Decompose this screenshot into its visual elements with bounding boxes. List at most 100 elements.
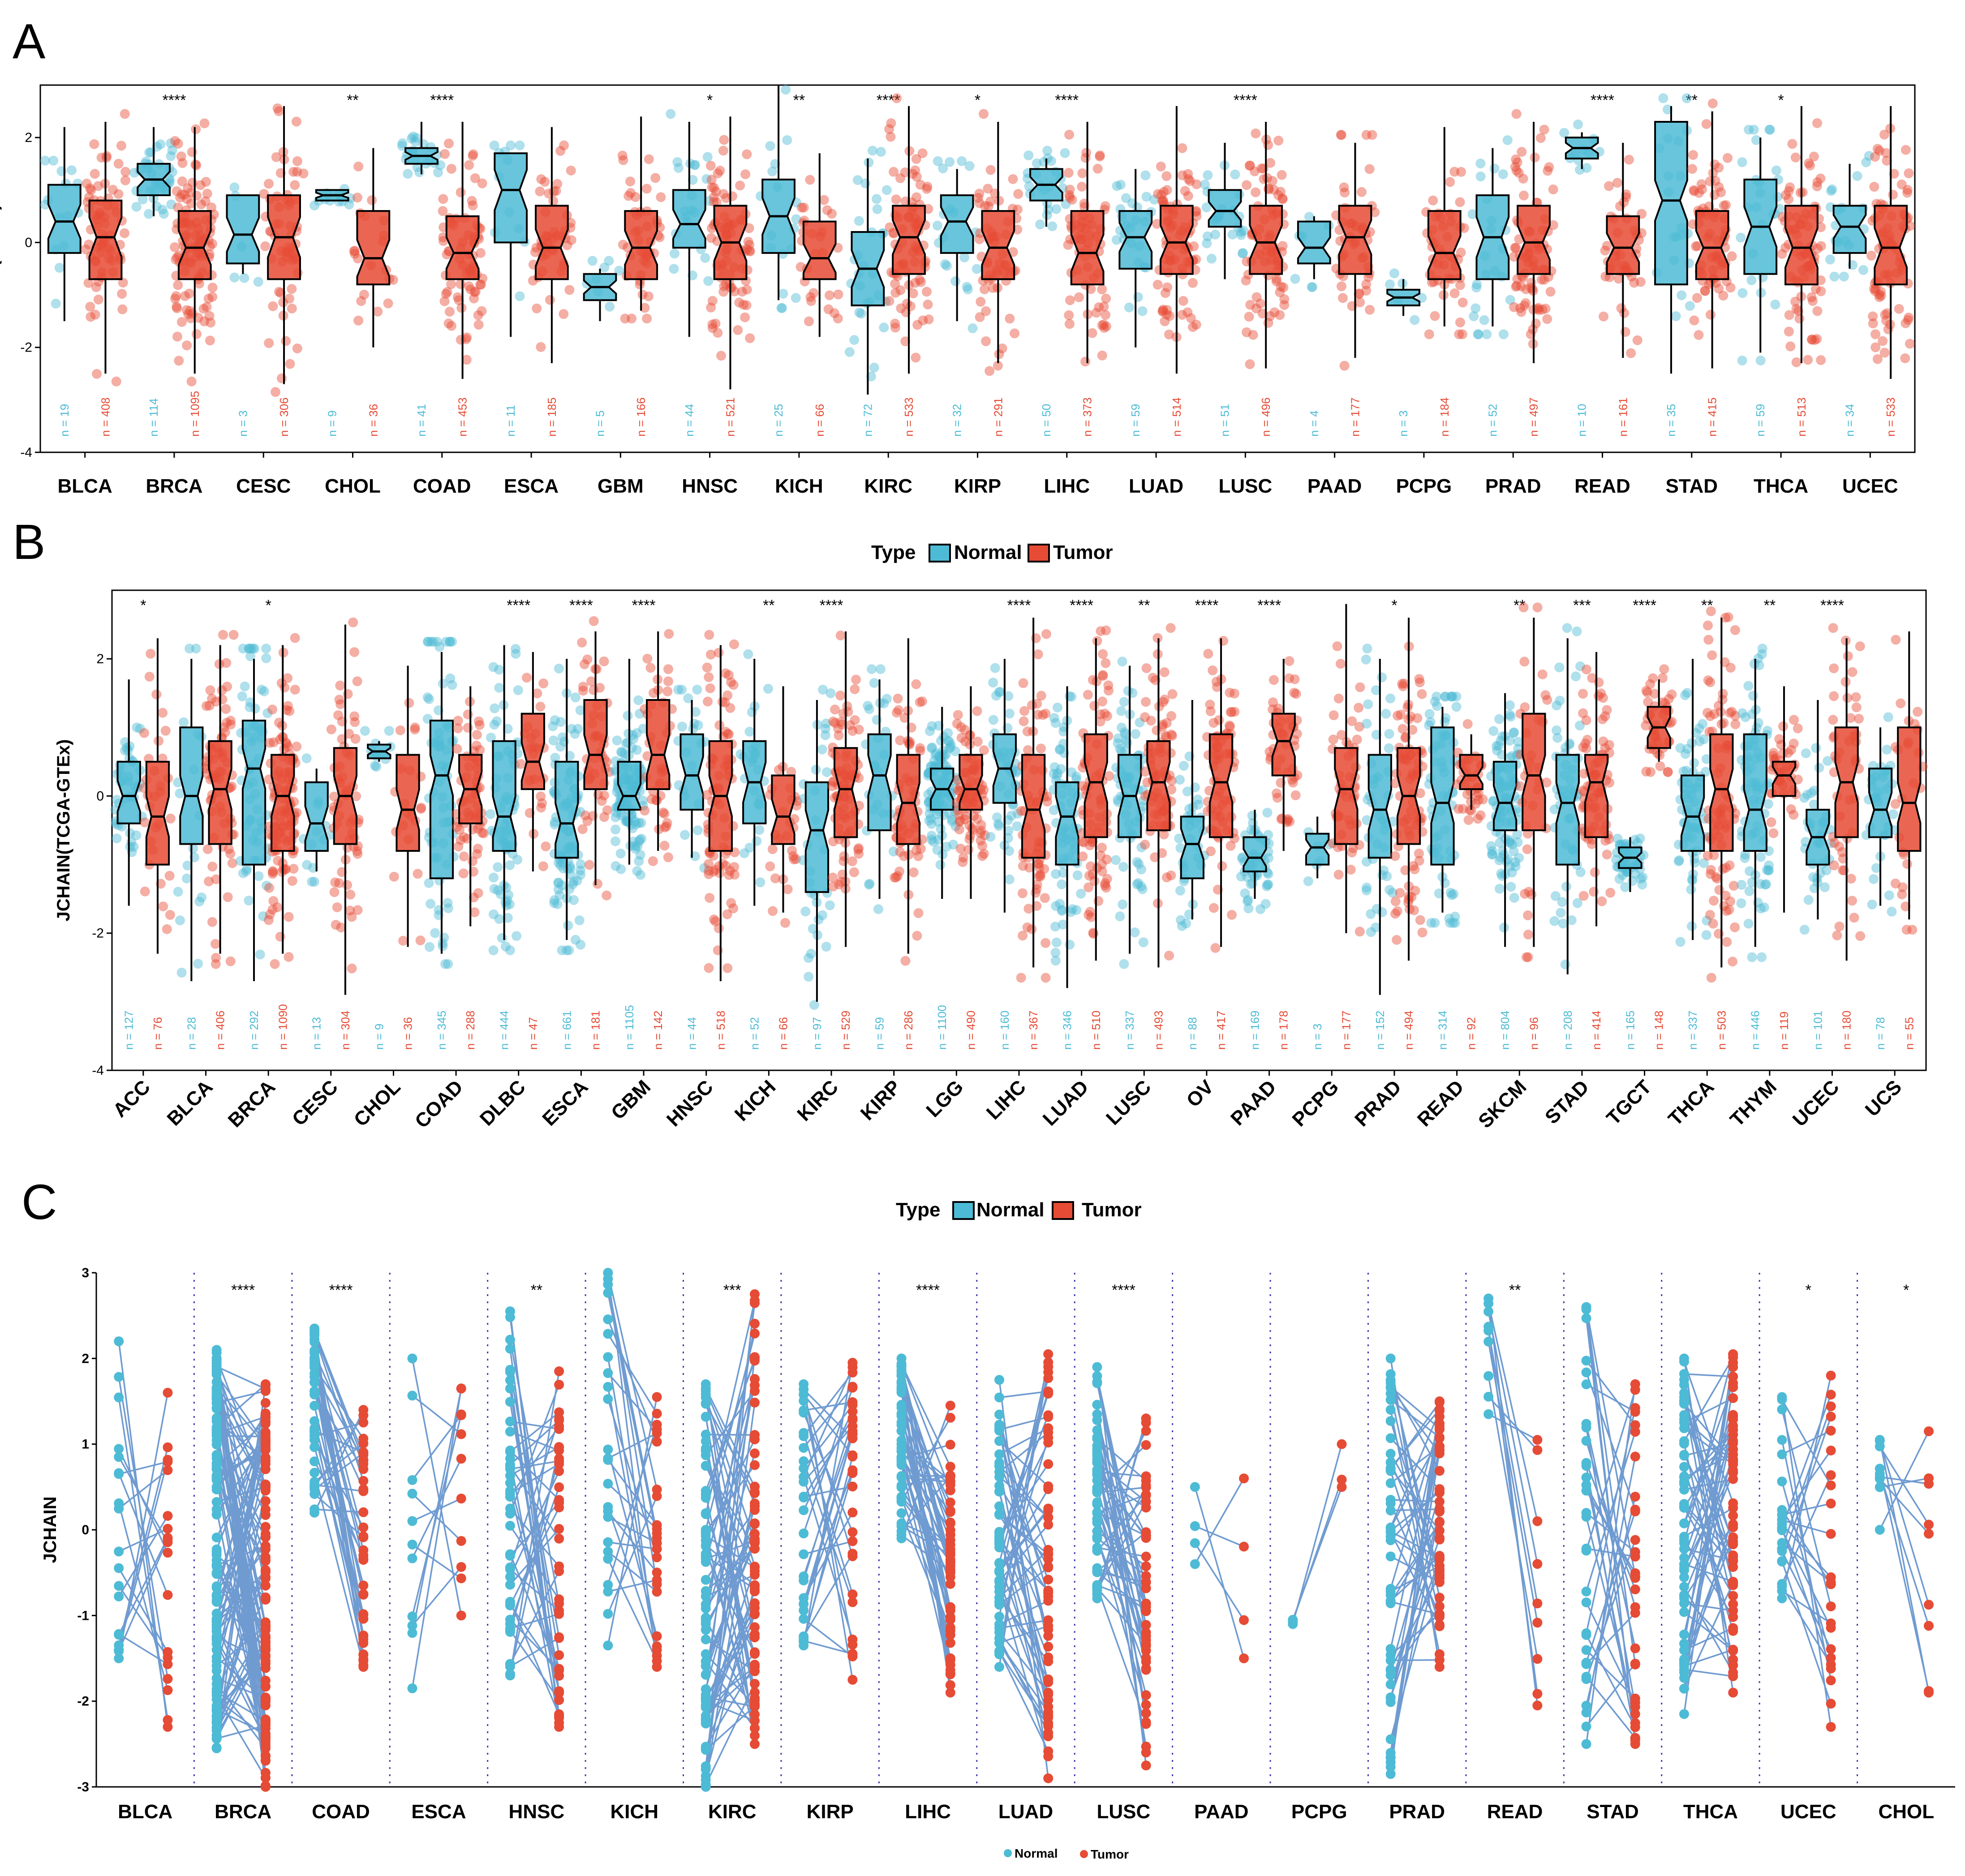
- panel-a-point-tumor: [1816, 286, 1826, 296]
- panel-b-point-normal: [1430, 697, 1440, 707]
- panel-b-point-normal: [1264, 880, 1273, 889]
- panel-a-point-normal: [972, 264, 982, 274]
- panel-b-box-tumor-acc: [146, 762, 169, 865]
- panel-a-point-tumor: [120, 176, 130, 185]
- panel-b-point-tumor: [347, 912, 357, 922]
- panel-a-point-tumor: [896, 303, 906, 313]
- panel-a-point-normal: [853, 175, 863, 185]
- panel-a-n-normal-blca: n = 19: [58, 404, 71, 437]
- panel-b-point-tumor: [1019, 706, 1029, 716]
- panel-b-point-tumor: [909, 867, 919, 877]
- panel-b-significance-paad: ****: [1257, 597, 1281, 614]
- panel-a-point-tumor: [642, 184, 652, 193]
- panel-b-point-normal: [554, 664, 564, 674]
- panel-a-point-tumor: [1081, 153, 1091, 163]
- panel-b-point-tumor: [1141, 697, 1151, 707]
- panel-a-point-tumor: [456, 188, 466, 197]
- panel-b-point-tumor: [1019, 678, 1028, 688]
- panel-b-point-normal: [250, 704, 260, 713]
- panel-a-point-normal: [414, 167, 424, 177]
- panel-b-significance-esca: ****: [569, 597, 593, 614]
- panel-a-point-tumor: [1445, 177, 1455, 187]
- panel-b-point-tumor: [1203, 649, 1213, 659]
- panel-a-n-normal-kich: n = 25: [772, 404, 785, 437]
- panel-b-point-tumor: [151, 690, 161, 700]
- panel-a-point-normal: [968, 323, 978, 333]
- panel-a-point-tumor: [1803, 355, 1813, 365]
- panel-a-point-tumor: [1621, 327, 1630, 337]
- panel-a-n-tumor-hnsc: n = 521: [723, 397, 737, 436]
- panel-a-point-tumor: [1542, 314, 1552, 324]
- panel-b-box-normal-ov: [1181, 816, 1204, 878]
- panel-a-point-tumor: [1708, 99, 1718, 108]
- panel-b-significance-dlbc: ****: [507, 597, 530, 614]
- panel-b-xtick-label-skcm: SKCM: [1474, 1076, 1531, 1132]
- panel-a-point-tumor: [353, 193, 362, 202]
- panel-a-point-tumor: [1794, 313, 1804, 323]
- panel-b-point-tumor: [1523, 910, 1533, 920]
- panel-a-point-tumor: [618, 240, 628, 249]
- panel-b-point-tumor: [1101, 658, 1110, 668]
- panel-a-point-tumor: [290, 180, 300, 190]
- panel-b-point-tumor: [452, 744, 462, 754]
- panel-b-xtick-label-dlbc: DLBC: [476, 1076, 530, 1130]
- panel-a-box-tumor-kich: [804, 222, 836, 279]
- panel-a-point-tumor: [822, 205, 832, 215]
- panel-a-point-tumor: [1449, 167, 1459, 176]
- panel-a-point-tumor: [1710, 159, 1720, 169]
- panel-b-point-normal: [175, 915, 185, 925]
- panel-b-point-tumor: [463, 709, 473, 719]
- panel-b-point-tumor: [1078, 781, 1088, 791]
- panel-a-point-tumor: [1338, 293, 1348, 303]
- panel-b-point-normal: [489, 945, 499, 955]
- panel-a-xtick-label-paad: PAAD: [1307, 475, 1362, 497]
- panel-a-point-tumor: [1161, 171, 1171, 181]
- panel-a-point-tumor: [1702, 119, 1711, 129]
- panel-b-box-tumor-read: [1460, 755, 1483, 790]
- panel-b-point-tumor: [140, 817, 150, 827]
- panel-a-point-tumor: [980, 284, 989, 294]
- panel-a-point-normal: [1490, 163, 1500, 173]
- panel-a-point-tumor: [1901, 318, 1910, 328]
- panel-b-point-normal: [1447, 890, 1457, 900]
- panel-b-box-normal-kirp: [868, 734, 890, 830]
- panel-a-point-tumor: [1065, 319, 1075, 329]
- panel-b-n-normal-coad: n = 345: [435, 1011, 448, 1050]
- panel-b-point-normal: [988, 678, 998, 687]
- panel-a-point-tumor: [94, 295, 103, 305]
- panel-a-xtick-label-brca: BRCA: [146, 475, 202, 497]
- panel-b-point-tumor: [207, 694, 217, 704]
- panel-b-xtick-label-hnsc: HNSC: [662, 1076, 718, 1131]
- panel-b-n-tumor-esca: n = 181: [589, 1011, 602, 1050]
- panel-b-point-tumor: [207, 862, 217, 871]
- panel-a-xtick-label-lihc: LIHC: [1044, 475, 1090, 497]
- legend-b-tumor-label: Tumor: [1053, 541, 1113, 563]
- panel-b-point-tumor: [347, 964, 357, 974]
- panel-b-point-tumor: [900, 956, 910, 966]
- panel-a-point-tumor: [924, 314, 934, 324]
- panel-b-point-tumor: [221, 704, 231, 714]
- panel-b-point-normal: [1377, 907, 1387, 917]
- panel-b-point-normal: [254, 871, 263, 881]
- panel-a-point-tumor: [182, 340, 192, 350]
- panel-b-point-tumor: [953, 710, 963, 720]
- panel-b-point-normal: [1499, 923, 1509, 932]
- panel-a-point-tumor: [353, 253, 363, 263]
- panel-b-point-normal: [992, 812, 1002, 822]
- panel-b-box-tumor-paad: [1273, 714, 1295, 776]
- panel-b-point-tumor: [704, 630, 714, 640]
- panel-a-point-normal: [1389, 268, 1399, 278]
- panel-a-point-tumor: [1242, 180, 1251, 190]
- panel-b-point-tumor: [1104, 686, 1114, 695]
- panel-b-point-tumor: [783, 884, 793, 894]
- panel-a-significance-hnsc: *: [707, 92, 713, 109]
- panel-a-point-tumor: [180, 291, 190, 301]
- panel-b-point-tumor: [728, 903, 738, 913]
- panel-b-point-normal: [680, 830, 690, 840]
- panel-a-point-tumor: [984, 202, 993, 211]
- panel-a-point-tumor: [1092, 308, 1101, 318]
- panel-b-point-tumor: [977, 851, 987, 861]
- legend-b-title: Type: [871, 541, 916, 563]
- panel-b-point-normal: [562, 945, 572, 955]
